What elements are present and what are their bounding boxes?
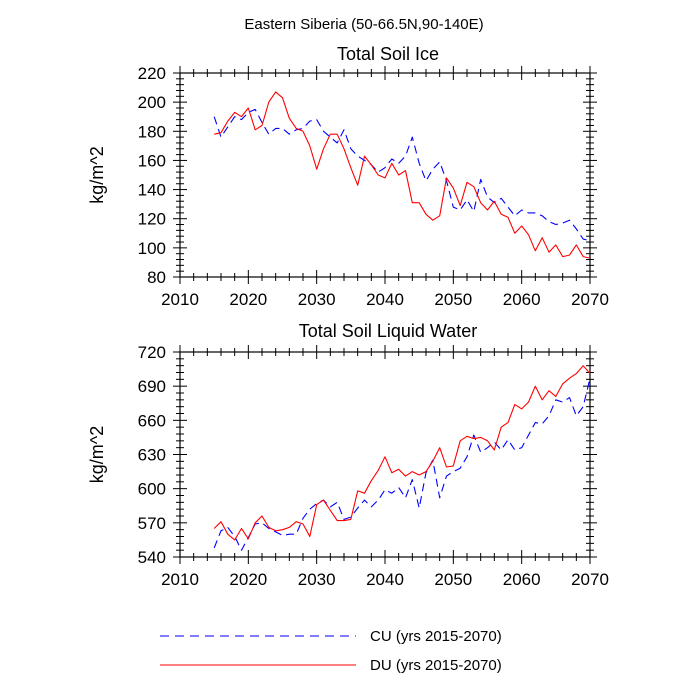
x-tick-label: 2060 [503, 570, 541, 589]
series-line-cu [213, 108, 591, 242]
y-tick-label: 600 [138, 480, 166, 499]
chart-total-soil-ice: Total Soil Ice kg/m^2 2010 2020 2030 2040 2050… [87, 44, 609, 309]
x-tick-label: 2020 [229, 570, 267, 589]
y-tick-label: 720 [138, 343, 166, 362]
y-tick-label: 180 [138, 122, 166, 141]
series-line-du [214, 91, 591, 259]
x-tick-label: 2070 [571, 290, 609, 309]
y-tick-label: 690 [138, 377, 166, 396]
y-axis-label: kg/m^2 [87, 146, 107, 203]
y-tick-label: 660 [138, 411, 166, 430]
chart-title: Total Soil Liquid Water [299, 321, 477, 341]
y-tick-label: 140 [138, 181, 166, 200]
y-axis-label: kg/m^2 [87, 426, 107, 483]
figure-title: Eastern Siberia (50-66.5N,90-140E) [244, 16, 483, 33]
series-line-cu [213, 378, 591, 551]
y-tick-label: 570 [138, 514, 166, 533]
x-tick-label: 2010 [161, 570, 199, 589]
x-tick-label: 2050 [434, 290, 472, 309]
x-tick-label: 2060 [503, 290, 541, 309]
y-tick-label: 200 [138, 93, 166, 112]
legend: CU (yrs 2015-2070) DU (yrs 2015-2070) [160, 628, 502, 674]
legend-label-du: DU (yrs 2015-2070) [370, 657, 502, 674]
x-tick-label: 2010 [161, 290, 199, 309]
y-tick-label: 220 [138, 64, 166, 83]
x-tick-label: 2030 [298, 290, 336, 309]
series-line-du [213, 365, 591, 541]
x-tick-label: 2070 [571, 570, 609, 589]
x-tick-label: 2030 [298, 570, 336, 589]
chart-title: Total Soil Ice [337, 44, 439, 64]
x-tick-label: 2020 [229, 290, 267, 309]
plot-frame [179, 351, 591, 558]
y-tick-label: 160 [138, 151, 166, 170]
y-tick-label: 80 [147, 268, 166, 287]
y-tick-label: 120 [138, 210, 166, 229]
plot-frame [179, 72, 591, 278]
y-tick-label: 100 [138, 239, 166, 258]
y-tick-label: 540 [138, 548, 166, 567]
x-tick-label: 2050 [434, 570, 472, 589]
chart-total-soil-liquid-water: Total Soil Liquid Water kg/m^2 2010 2020 203… [87, 321, 609, 589]
legend-label-cu: CU (yrs 2015-2070) [370, 628, 502, 645]
x-tick-label: 2040 [366, 570, 404, 589]
y-tick-label: 630 [138, 446, 166, 465]
x-tick-label: 2040 [366, 290, 404, 309]
